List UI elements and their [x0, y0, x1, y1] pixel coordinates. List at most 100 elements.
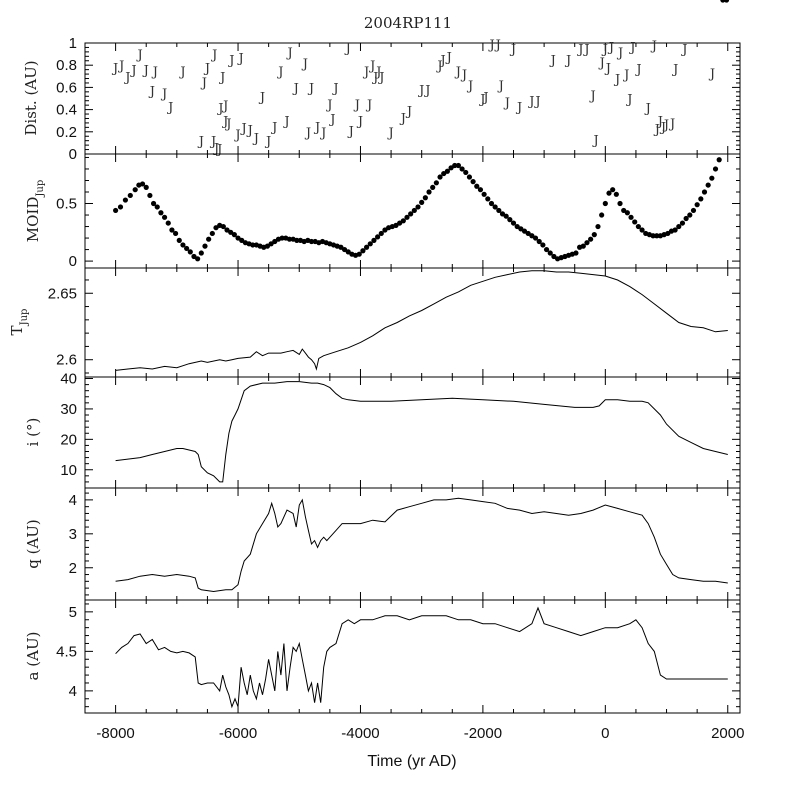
- moid-point: [496, 207, 502, 214]
- moid-point: [477, 187, 484, 193]
- moid-point: [209, 230, 215, 237]
- x-tick-label: -6000: [219, 725, 257, 742]
- moid-point: [158, 210, 164, 216]
- moid-point: [694, 202, 700, 208]
- encounter-marker: J: [210, 48, 217, 63]
- moid-point: [202, 243, 208, 249]
- encounter-marker: J: [371, 70, 378, 85]
- moid-point: [452, 162, 458, 169]
- moid-point: [532, 235, 539, 241]
- encounter-marker: J: [616, 46, 623, 61]
- moid-point: [172, 230, 179, 237]
- moid-point: [507, 217, 513, 223]
- encounter-marker: J: [353, 98, 360, 113]
- encounter-marker: J: [466, 79, 473, 94]
- encounter-marker: J: [166, 100, 173, 115]
- moid-point: [165, 220, 171, 226]
- panel-a-frame: [84, 599, 741, 714]
- moid-point: [463, 169, 469, 176]
- encounter-marker: J: [662, 118, 669, 133]
- panel-dist-ticks: 0 0.2 0.4 0.6 0.8 1: [56, 35, 740, 163]
- moid-point: [308, 238, 315, 245]
- encounter-marker: J: [405, 105, 412, 120]
- moid-point: [459, 166, 465, 172]
- panel-incl-ticks: 10 20 30 40: [60, 371, 740, 489]
- panel-dist: Dist. (AU) 00.20.40.60.81 J JJ JJJJJJJJJJJ…: [22, 35, 741, 163]
- encounter-marker: J: [438, 54, 445, 69]
- encounter-marker: J: [487, 38, 494, 53]
- moid-point: [127, 192, 133, 199]
- moid-point: [220, 223, 226, 230]
- x-axis-ticks: -8000 -6000 -4000 -2000 0 2000: [96, 725, 744, 742]
- moid-point: [485, 196, 491, 202]
- moid-point: [180, 242, 186, 248]
- encounter-marker: J: [549, 54, 556, 69]
- moid-point: [709, 175, 715, 181]
- moid-point: [378, 230, 384, 237]
- moid-point: [433, 180, 439, 186]
- encounter-marker: J: [160, 87, 167, 102]
- moid-point: [279, 235, 285, 241]
- encounter-marker: J: [650, 39, 657, 54]
- moid-point: [580, 243, 586, 249]
- chart-title: 2004RP111: [364, 14, 452, 32]
- encounter-marker: J: [494, 38, 501, 53]
- panel-tjup-marks: [115, 270, 728, 371]
- encounter-marker: J: [588, 89, 595, 104]
- encounter-marker: J: [123, 70, 130, 85]
- y-tick-label: 40: [60, 371, 77, 388]
- encounter-marker: J: [285, 46, 292, 61]
- moid-point: [294, 237, 300, 243]
- encounter-marker: J: [313, 120, 320, 135]
- encounter-marker: J: [423, 84, 430, 99]
- moid-point: [356, 251, 362, 257]
- moid-point: [679, 220, 686, 226]
- panel-incl-ylabel: i (°): [24, 418, 42, 447]
- panel-q-ylabel: q (AU): [24, 519, 42, 569]
- y-tick-label: 4.5: [56, 643, 77, 660]
- moid-point: [723, 0, 730, 3]
- moid-point: [139, 181, 146, 187]
- moid-point: [367, 241, 373, 247]
- encounter-marker: J: [117, 59, 124, 74]
- panel-a-ylabel: a (AU): [24, 632, 42, 681]
- panel-a: a (AU) 44.55: [24, 599, 741, 714]
- encounter-marker: J: [460, 68, 467, 83]
- encounter-marker: J: [592, 134, 599, 149]
- moid-point: [143, 184, 149, 190]
- panel-tjup-ticks: 2.6 2.65: [48, 268, 740, 377]
- y-tick-label: 3: [69, 526, 77, 543]
- encounter-marker: J: [435, 59, 442, 74]
- encounter-marker: J: [362, 65, 369, 80]
- moid-point: [206, 236, 212, 242]
- encounter-marker: J: [209, 135, 216, 150]
- moid-point: [371, 237, 377, 243]
- encounter-marker: J: [319, 126, 326, 141]
- encounter-marker: J: [325, 98, 332, 113]
- panel-moid: MOIDJup 00.5: [24, 0, 741, 270]
- moid-point: [455, 162, 462, 169]
- moid-point: [363, 244, 370, 250]
- encounter-marker: J: [135, 48, 142, 63]
- y-tick-label: 0.8: [56, 57, 77, 74]
- moid-point: [573, 250, 579, 256]
- encounter-marker: J: [478, 93, 485, 108]
- encounter-marker: J: [264, 135, 271, 150]
- encounter-marker: J: [111, 61, 118, 76]
- encounter-marker: J: [659, 120, 666, 135]
- panel-a-marks: [115, 606, 728, 709]
- moid-point: [654, 233, 660, 239]
- moid-point: [632, 219, 638, 225]
- encounter-marker: J: [328, 112, 335, 127]
- y-tick-label: 0.6: [56, 79, 77, 96]
- moid-point: [132, 187, 138, 193]
- y-tick-label: 0.2: [56, 124, 77, 141]
- encounter-marker: J: [197, 135, 204, 150]
- y-tick-label: 20: [60, 431, 77, 448]
- moid-point: [672, 227, 678, 233]
- moid-point: [613, 191, 619, 197]
- moid-point: [635, 223, 641, 230]
- y-tick-label: 1: [69, 35, 77, 52]
- moid-point: [154, 204, 160, 210]
- encounter-marker: J: [282, 115, 289, 130]
